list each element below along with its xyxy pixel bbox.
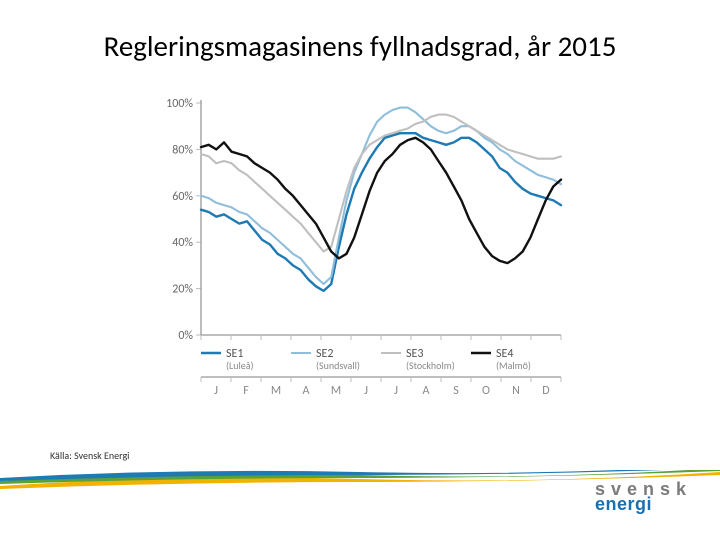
xtick-label: J bbox=[394, 384, 398, 398]
xtick-label: M bbox=[331, 384, 341, 398]
legend-sublabel: (Luleå) bbox=[226, 359, 254, 372]
ytick-label: 20% bbox=[172, 283, 193, 297]
xtick-label: J bbox=[364, 384, 368, 398]
xtick-label: D bbox=[542, 384, 549, 398]
xtick-label: O bbox=[482, 384, 490, 398]
xtick-label: N bbox=[512, 384, 520, 398]
source-label: Källa: Svensk Energi bbox=[50, 449, 129, 462]
xtick-label: M bbox=[271, 384, 281, 398]
legend-sublabel: (Stockholm) bbox=[406, 359, 455, 372]
xtick-label: S bbox=[453, 384, 459, 398]
legend-sublabel: (Malmö) bbox=[496, 359, 531, 372]
ytick-label: 0% bbox=[178, 329, 193, 343]
ytick-label: 60% bbox=[172, 190, 193, 204]
ytick-label: 80% bbox=[172, 143, 193, 157]
ytick-label: 100% bbox=[166, 97, 193, 111]
xtick-label: A bbox=[423, 384, 430, 398]
svensk-energi-logo: s v e n s k energi bbox=[595, 482, 690, 522]
xtick-label: F bbox=[243, 384, 249, 398]
series-SE2 bbox=[201, 108, 561, 284]
reservoir-fill-chart: 0%20%40%60%80%100%SE1(Luleå)SE2(Sundsval… bbox=[143, 93, 585, 423]
series-SE4 bbox=[201, 138, 561, 263]
series-SE1 bbox=[201, 133, 561, 291]
logo-line-2: energi bbox=[595, 497, 690, 512]
ytick-label: 40% bbox=[172, 236, 193, 250]
xtick-label: A bbox=[303, 384, 310, 398]
xtick-label: J bbox=[214, 384, 218, 398]
legend-sublabel: (Sundsvall) bbox=[316, 359, 360, 372]
page-title: Regleringsmagasinens fyllnadsgrad, år 20… bbox=[0, 28, 720, 64]
chart-svg: 0%20%40%60%80%100%SE1(Luleå)SE2(Sundsval… bbox=[143, 93, 585, 423]
